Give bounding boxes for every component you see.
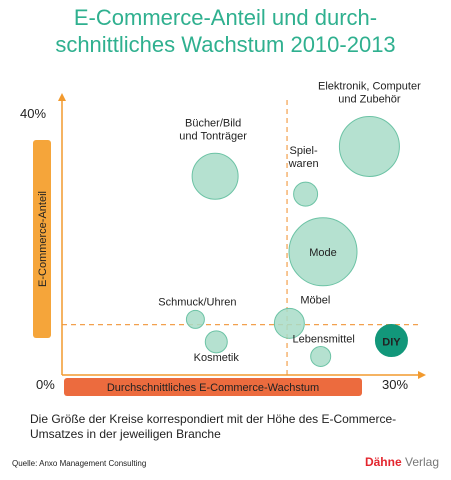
chart-footnote: Die Größe der Kreise korrespondiert mit …	[30, 412, 397, 441]
x-axis-arrowhead	[418, 371, 426, 379]
bubble-label-diy: DIY	[382, 337, 401, 349]
bubble-möbel	[273, 307, 305, 339]
bubble-label-lebensmittel: Lebensmittel	[292, 333, 354, 345]
source-credit: Quelle: Anxo Management Consulting	[12, 459, 147, 468]
bubble-label-elektronik-computer-und-zubehör-line-1: Elektronik, Computer	[318, 80, 421, 92]
bubble-bücher-bild-und-tonträger	[191, 152, 239, 200]
bubble-schmuck-uhren	[185, 309, 205, 329]
y-axis-label-box	[33, 140, 51, 338]
publisher-logo-name: Dähne	[364, 455, 402, 469]
publisher-logo: Dähne Verlag	[365, 455, 439, 469]
chart-title: E-Commerce-Anteil und durch- schnittlich…	[0, 4, 451, 58]
bubble-kosmetik	[204, 330, 228, 354]
chart-title-line-1: E-Commerce-Anteil und durch-	[73, 5, 378, 30]
bubble-mode	[288, 217, 358, 287]
bubble-label-bücher-bild-und-tonträger-line-1: Bücher/Bild	[185, 117, 241, 129]
bubble-label-möbel: Möbel	[300, 294, 330, 306]
bubble-label-schmuck-uhren: Schmuck/Uhren	[158, 296, 236, 308]
bubble-label-elektronik-computer-und-zubehör-line-2: und Zubehör	[338, 93, 401, 105]
bubble-label-bücher-bild-und-tonträger-line-2: und Tonträger	[179, 130, 247, 142]
y-tick-label-40: 40%	[20, 106, 46, 121]
bubble-label-mode: Mode	[309, 247, 337, 259]
publisher-logo-suffix: Verlag	[401, 455, 439, 469]
x-axis-label: Durchschnittliches E-Commerce-Wachstum	[107, 382, 319, 394]
bubble-label-spielwaren-line-1: Spiel-	[290, 145, 318, 157]
chart-title-line-2: schnittliches Wachstum 2010-2013	[55, 32, 396, 57]
bubble-label-kosmetik: Kosmetik	[194, 352, 240, 364]
x-axis-label-box	[64, 378, 362, 396]
bubble-lebensmittel	[310, 345, 332, 367]
bubble-elektronik-computer-und-zubehör	[338, 115, 400, 177]
y-axis-arrowhead	[58, 93, 66, 101]
x-tick-label-30: 30%	[382, 377, 408, 392]
bubble-label-spielwaren-line-2: waren	[288, 158, 319, 170]
x-tick-label-0: 0%	[36, 377, 55, 392]
bubble-spielwaren	[293, 181, 319, 207]
y-axis-label: E-Commerce-Anteil	[37, 191, 49, 287]
bubble-diy	[374, 324, 408, 358]
